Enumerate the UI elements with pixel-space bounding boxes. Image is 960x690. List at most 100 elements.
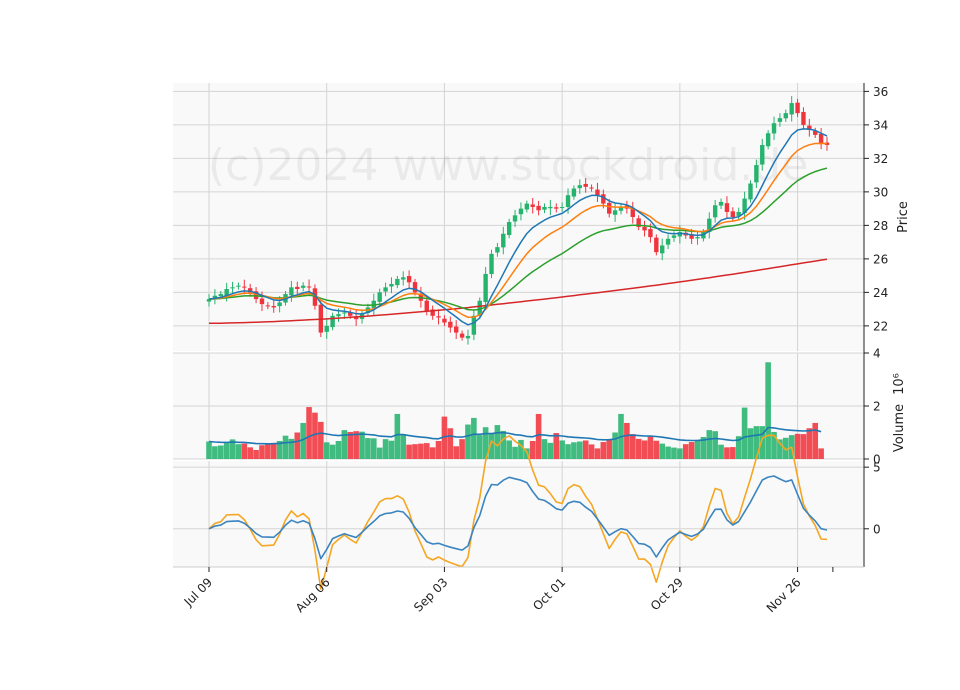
candle-body <box>595 189 600 196</box>
candle-body <box>777 118 783 122</box>
candle-body <box>383 287 388 292</box>
price-panel <box>173 83 864 351</box>
candle-body <box>660 245 665 254</box>
candle-body <box>589 187 594 189</box>
volume-bar <box>741 407 748 459</box>
volume-bar <box>588 444 595 459</box>
volume-bar <box>388 440 395 459</box>
candle-body <box>565 195 571 207</box>
candle-body <box>742 198 747 213</box>
candle-body <box>765 133 771 147</box>
candle-body <box>224 289 229 296</box>
candle-body <box>736 211 741 216</box>
volume-bar <box>700 437 707 459</box>
candle-body <box>577 185 582 189</box>
candle-body <box>536 205 541 211</box>
volume-bar <box>482 427 489 459</box>
candle-body <box>801 111 806 125</box>
candle-body <box>424 300 429 311</box>
candle-body <box>436 316 441 318</box>
volume-bar <box>777 439 783 459</box>
x-axis-tick-label: Oct 01 <box>530 575 568 613</box>
volume-bar <box>677 448 683 459</box>
volume-bar <box>412 444 418 459</box>
candle-body <box>818 133 824 144</box>
volume-bar <box>323 442 330 459</box>
volume-bar <box>800 434 807 459</box>
candle-body <box>707 218 712 233</box>
volume-bar <box>212 446 218 459</box>
volume-bar <box>582 440 589 459</box>
volume-bar <box>659 443 665 459</box>
moving-average-short <box>208 128 828 326</box>
candle-body <box>607 202 612 214</box>
volume-bar <box>488 433 495 459</box>
candle-body <box>348 312 353 316</box>
candle-body <box>271 305 276 308</box>
volume-bar <box>512 446 518 459</box>
candle-body <box>524 203 530 210</box>
volume-bar <box>247 447 253 459</box>
candle-body <box>671 235 677 238</box>
volume-bar <box>223 443 230 459</box>
candle-body <box>430 309 435 316</box>
candle-body <box>300 285 306 288</box>
price-axis-label: Price <box>896 201 911 233</box>
candle-body <box>295 286 300 290</box>
candle-body <box>618 206 624 211</box>
volume-bar <box>294 432 301 459</box>
candle-body <box>718 201 724 206</box>
volume-bar <box>553 433 560 459</box>
candle-body <box>406 276 412 283</box>
price-axis-tick-label: 36 <box>873 85 888 99</box>
candle-body <box>548 206 553 209</box>
volume-bar <box>629 434 636 459</box>
volume-bar <box>259 445 265 459</box>
volume-bar <box>577 441 583 459</box>
volume-bar <box>606 439 613 459</box>
candle-body <box>265 305 271 307</box>
candle-body <box>330 315 335 328</box>
x-axis-tick-label: Nov 26 <box>764 575 804 615</box>
volume-bar <box>441 416 448 459</box>
price-axis-tick-label: 26 <box>873 252 888 266</box>
volume-unit-label: 10⁶ <box>892 373 907 395</box>
volume-bar <box>641 440 648 459</box>
volume-bar <box>429 447 436 459</box>
volume-bar <box>288 438 295 459</box>
volume-bar <box>653 440 660 459</box>
volume-bar <box>217 445 224 459</box>
candle-body <box>795 102 800 114</box>
volume-bar <box>229 439 236 459</box>
volume-bar <box>335 440 342 459</box>
candle-body <box>813 130 818 135</box>
volume-bar <box>718 444 724 459</box>
oscillator-signal-line <box>208 434 828 590</box>
candle-body <box>353 317 359 320</box>
candle-body <box>248 288 253 293</box>
volume-bar <box>818 448 824 459</box>
volume-bar <box>565 444 571 459</box>
volume-bar <box>783 437 789 459</box>
volume-bar <box>694 439 701 459</box>
volume-bar <box>329 444 336 459</box>
candle-body <box>412 282 418 293</box>
candle-body <box>212 295 218 298</box>
candle-body <box>518 208 524 215</box>
volume-bar <box>812 422 819 459</box>
candle-body <box>754 165 759 183</box>
volume-bar <box>371 438 377 459</box>
candle-body <box>571 188 577 197</box>
volume-bar <box>382 439 389 459</box>
candle-body <box>259 298 265 305</box>
volume-bar <box>318 421 324 459</box>
volume-bar <box>759 426 766 459</box>
candle-body <box>695 237 700 239</box>
candle-body <box>483 273 488 303</box>
volume-bar <box>423 443 430 459</box>
candle-body <box>724 203 730 212</box>
volume-bar <box>206 441 212 459</box>
volume-axis-label: Volume <box>892 404 907 452</box>
moving-average-long <box>208 167 828 311</box>
volume-moving-average <box>208 426 822 445</box>
